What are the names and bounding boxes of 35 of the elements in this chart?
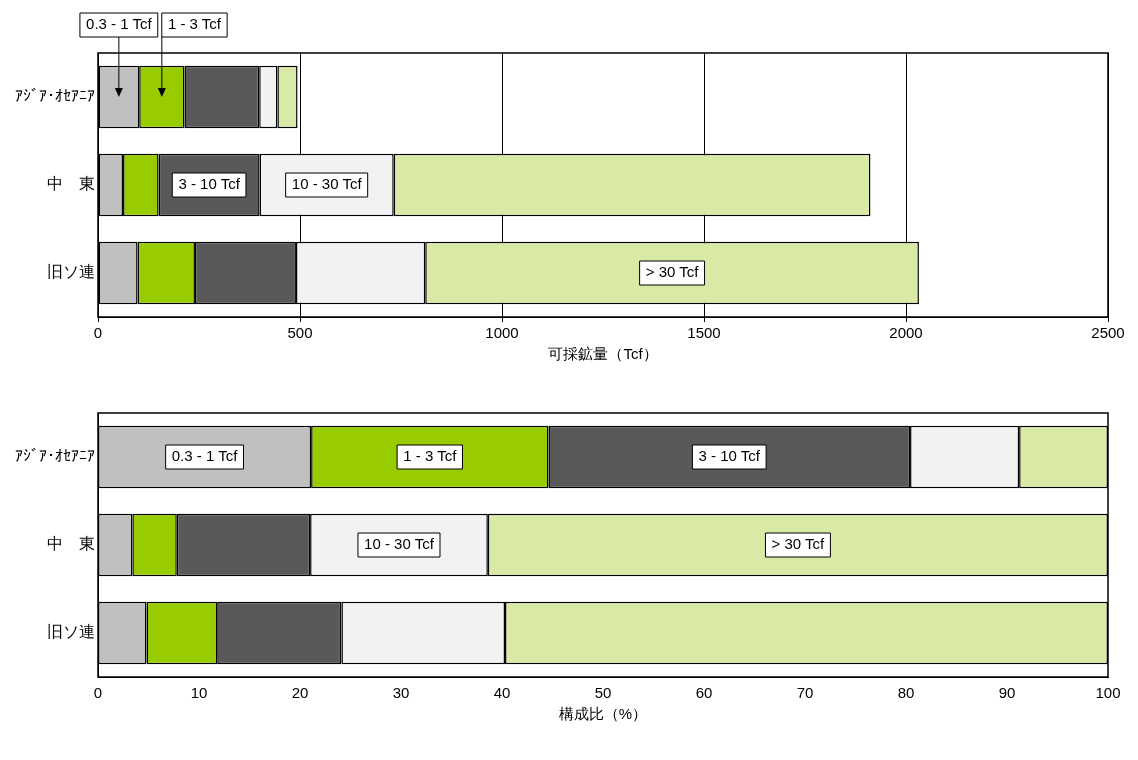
series-label: 3 - 10 Tcf xyxy=(698,447,761,465)
x-tick-label: 10 xyxy=(190,684,208,702)
y-tick-label: 旧ソ連 xyxy=(47,263,95,281)
text: 1 - 3 Tcf xyxy=(167,15,222,33)
series-label: 10 - 30 Tcf xyxy=(364,535,435,553)
x-axis-title: 可採鉱量（Tcf） xyxy=(548,345,658,363)
y-tick-label: 中 東 xyxy=(47,535,95,553)
x-tick-label: 100 xyxy=(1095,684,1121,702)
text: 0.3 - 1 Tcf xyxy=(86,15,153,33)
y-tick-label: 中 東 xyxy=(47,175,95,193)
series-label: 0.3 - 1 Tcf xyxy=(171,447,239,465)
x-tick-label: 2500 xyxy=(1091,324,1125,342)
series-label: > 30 Tcf xyxy=(645,263,700,281)
x-tick-label: 0 xyxy=(93,684,103,702)
x-tick-label: 1500 xyxy=(687,324,721,342)
y-tick-label: 旧ソ連 xyxy=(47,623,95,641)
x-tick-label: 90 xyxy=(998,684,1016,702)
x-axis-title: 構成比（%） xyxy=(558,705,648,723)
y-tick-label: ｱｼﾞｱ･ｵｾｱﾆｱ xyxy=(15,447,95,465)
x-tick-label: 40 xyxy=(493,684,511,702)
x-tick-label: 60 xyxy=(695,684,713,702)
x-tick-label: 30 xyxy=(392,684,410,702)
series-label: 10 - 30 Tcf xyxy=(291,175,363,193)
series-label: > 30 Tcf xyxy=(771,535,826,553)
x-tick-label: 20 xyxy=(291,684,309,702)
x-tick-label: 500 xyxy=(287,324,313,342)
x-tick-label: 0 xyxy=(93,324,103,342)
x-tick-label: 70 xyxy=(796,684,814,702)
x-tick-label: 2000 xyxy=(889,324,923,342)
x-tick-label: 1000 xyxy=(485,324,519,342)
x-tick-label: 50 xyxy=(594,684,612,702)
series-label: 3 - 10 Tcf xyxy=(178,175,241,193)
series-label: 1 - 3 Tcf xyxy=(403,447,458,465)
y-tick-label: ｱｼﾞｱ･ｵｾｱﾆｱ xyxy=(15,87,95,105)
x-tick-label: 80 xyxy=(897,684,915,702)
